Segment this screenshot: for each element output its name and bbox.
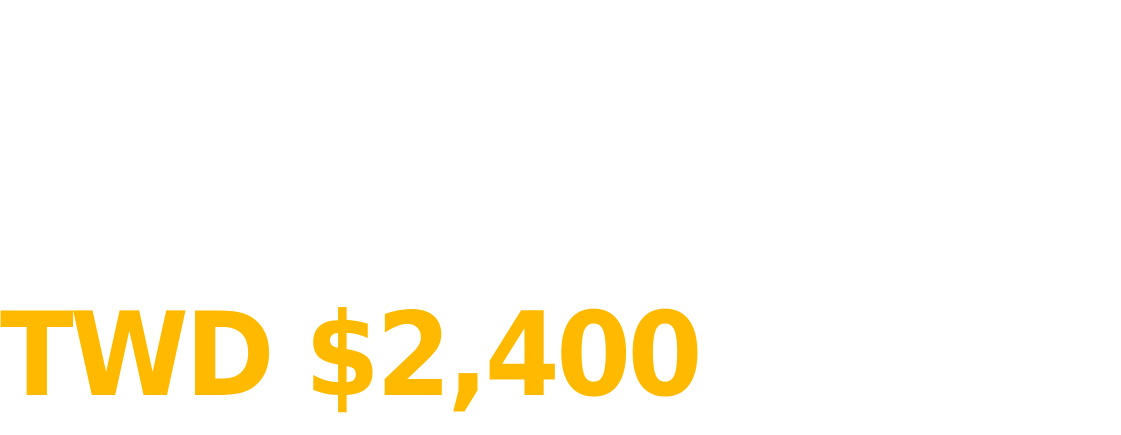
price-label: TWD $2,400 [0,288,703,423]
